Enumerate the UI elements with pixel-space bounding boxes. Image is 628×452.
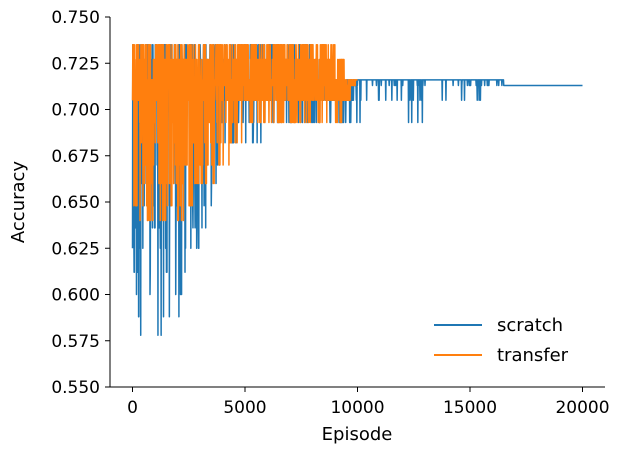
y-tick-label: 0.625	[51, 239, 100, 259]
legend-label-scratch: scratch	[497, 315, 563, 336]
x-tick-label: 10000	[330, 398, 384, 418]
y-tick-label: 0.675	[51, 147, 100, 167]
y-tick-label: 0.750	[51, 8, 100, 28]
x-tick-label: 0	[127, 398, 138, 418]
x-axis-title: Episode	[322, 424, 393, 445]
legend: scratch transfer	[434, 315, 569, 366]
y-tick-label: 0.600	[51, 286, 100, 306]
y-tick-label: 0.550	[51, 378, 100, 398]
y-ticks: 0.550 0.575 0.600 0.625 0.650 0.675 0.700 0.725…	[51, 8, 110, 398]
y-tick-label: 0.700	[51, 101, 100, 121]
x-ticks: 0 5000 10000 15000 20000	[127, 387, 610, 418]
x-tick-label: 20000	[555, 398, 609, 418]
y-axis-title: Accuracy	[8, 161, 29, 244]
x-tick-label: 15000	[443, 398, 497, 418]
series-line-transfer	[131, 44, 359, 222]
y-tick-label: 0.575	[51, 332, 100, 352]
y-tick-label: 0.725	[51, 54, 100, 74]
x-tick-label: 5000	[223, 398, 266, 418]
y-tick-label: 0.650	[51, 193, 100, 213]
plot-area	[131, 44, 583, 336]
legend-label-transfer: transfer	[497, 345, 569, 366]
